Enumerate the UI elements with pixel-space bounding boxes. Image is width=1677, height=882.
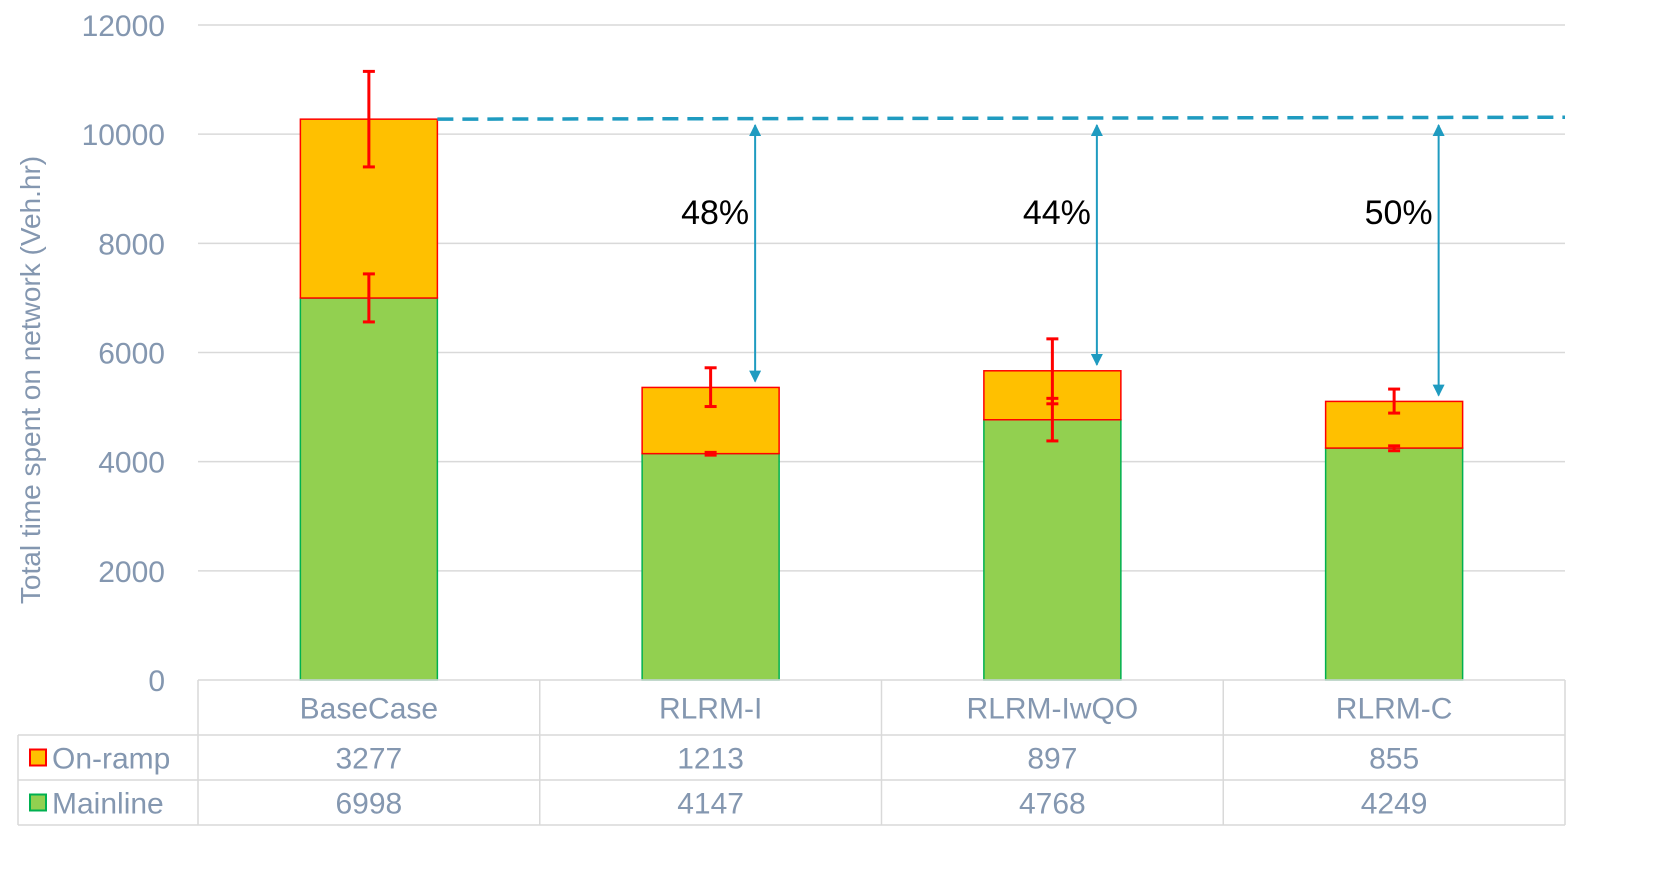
x-tick-label: RLRM-C (1336, 693, 1453, 726)
y-tick-label: 8000 (98, 228, 165, 261)
bar-mainline (1324, 447, 1464, 681)
legend-swatch (29, 793, 47, 812)
y-tick-label: 6000 (98, 338, 165, 371)
reduction-label: 50% (1365, 194, 1433, 232)
table-cell: 4768 (1019, 788, 1086, 821)
reduction-label: 44% (1023, 194, 1091, 232)
table-cell: 855 (1369, 743, 1419, 776)
table-cell: 3277 (336, 743, 403, 776)
table-cell: 4249 (1361, 788, 1428, 821)
x-tick-label: BaseCase (300, 693, 438, 726)
reference-line (437, 115, 1566, 121)
table-cell: 4147 (677, 788, 744, 821)
annotations: 48% 44% 50% (437, 115, 1566, 397)
error-bar-mainline (704, 450, 717, 457)
bar-mainline (299, 297, 439, 681)
y-tick-label: 12000 (82, 10, 165, 43)
y-axis-ticks: 0 2000 4000 6000 8000 10000 12000 (82, 10, 165, 698)
bars (299, 118, 1464, 681)
error-bar-on-ramp (362, 69, 375, 169)
y-axis-label: Total time spent on network (Veh.hr) (15, 156, 46, 604)
table-cell: 897 (1027, 743, 1077, 776)
reduction-label: 48% (681, 194, 749, 232)
legend-swatch (29, 748, 47, 767)
x-tick-label: RLRM-I (659, 693, 762, 726)
data-table: BaseCase RLRM-I RLRM-IwQO RLRM-C On-ramp 3277… (17, 679, 1566, 826)
table-cell: 6998 (336, 788, 403, 821)
legend-label: On-ramp (52, 743, 170, 776)
bar-mainline (641, 452, 780, 681)
y-tick-label: 2000 (98, 556, 165, 589)
x-tick-label: RLRM-IwQO (967, 693, 1139, 726)
table-cell: 1213 (677, 743, 744, 776)
error-bar-on-ramp (1046, 337, 1059, 406)
error-bar-on-ramp (1388, 387, 1401, 415)
error-bar-mainline (362, 272, 375, 324)
y-tick-label: 4000 (98, 447, 165, 480)
bar-mainline (983, 418, 1122, 681)
error-bars (362, 69, 1401, 457)
error-bar-mainline (1388, 444, 1401, 453)
y-tick-label: 10000 (82, 119, 165, 152)
error-bar-on-ramp (704, 366, 717, 409)
y-tick-label: 0 (148, 665, 165, 698)
legend-label: Mainline (52, 788, 164, 821)
